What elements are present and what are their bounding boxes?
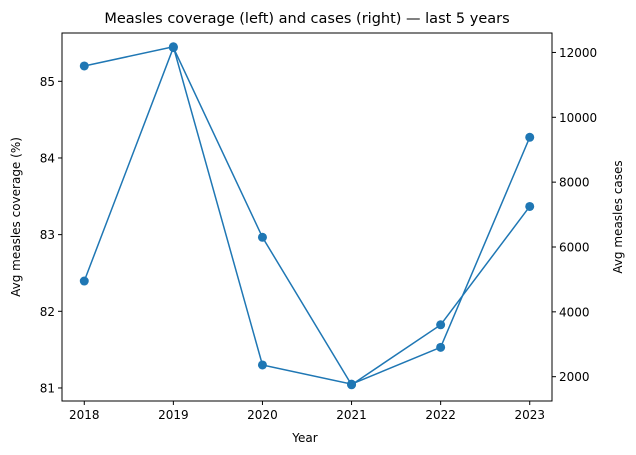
right-y-tick-label: 6000	[559, 240, 590, 254]
plot-background	[62, 33, 552, 401]
series-line-left	[84, 45, 531, 385]
x-tick-label: 2023	[514, 408, 545, 422]
x-tick-label: 2020	[247, 408, 278, 422]
x-tick-label: 2021	[336, 408, 367, 422]
data-point-right	[257, 232, 267, 242]
data-point-left	[436, 342, 446, 352]
data-point-left	[525, 132, 535, 142]
data-point-right	[79, 276, 89, 286]
chart-title: Measles coverage (left) and cases (right…	[104, 11, 509, 27]
right-y-tick-label: 12000	[559, 46, 597, 60]
right-y-tick-label: 4000	[559, 305, 590, 319]
left-y-axis-title: Avg measles coverage (%)	[9, 137, 23, 297]
data-point-left	[79, 61, 89, 71]
x-tick-label: 2022	[425, 408, 456, 422]
x-axis-ticks: 2018 2019 2020 2021 2022 2023	[69, 401, 545, 422]
x-tick-label: 2019	[158, 408, 189, 422]
x-tick-label: 2018	[69, 408, 100, 422]
data-point-right	[525, 201, 535, 211]
left-y-axis-ticks: 81 82 83 84 85	[40, 75, 62, 395]
right-y-tick-label: 8000	[559, 176, 590, 190]
series-line-right	[83, 45, 531, 386]
data-point-right	[347, 380, 357, 390]
data-point-left	[257, 360, 267, 370]
right-y-tick-label: 2000	[559, 370, 590, 384]
x-axis-title: Year	[291, 431, 317, 445]
left-y-tick-label: 81	[40, 381, 55, 395]
series-layer	[79, 42, 535, 390]
data-point-right	[436, 320, 446, 330]
right-y-tick-label: 10000	[559, 111, 597, 125]
left-y-tick-label: 84	[40, 151, 55, 165]
left-y-tick-label: 83	[40, 228, 55, 242]
left-y-tick-label: 82	[40, 305, 55, 319]
plot-frame	[61, 32, 553, 402]
data-point-right	[168, 43, 178, 53]
right-y-axis-title: Avg measles cases	[611, 160, 625, 273]
left-y-tick-label: 85	[40, 75, 55, 89]
right-y-axis-ticks: 2000 4000 6000 8000 10000 12000	[552, 46, 597, 384]
